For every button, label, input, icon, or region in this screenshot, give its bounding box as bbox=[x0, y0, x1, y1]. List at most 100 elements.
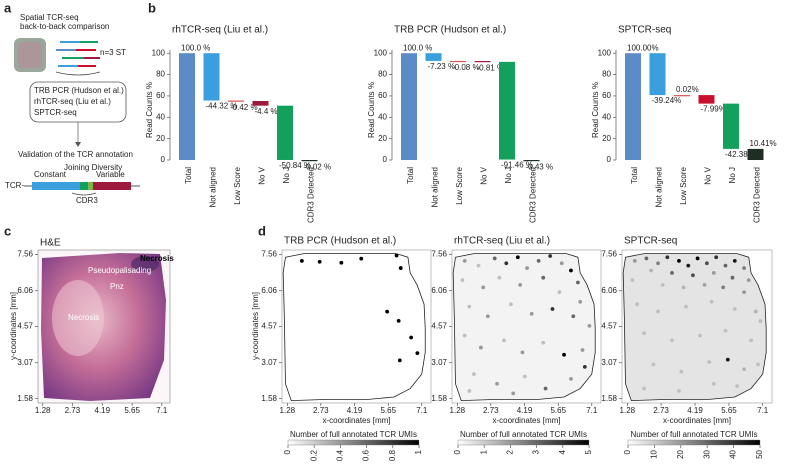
y-tick-label: 6.06 bbox=[17, 286, 33, 295]
colorbar-label: Number of full annotated TCR UMIs bbox=[290, 430, 417, 439]
x-tick-label: Not aligned bbox=[655, 167, 664, 207]
value-label: -0.08 % bbox=[452, 63, 480, 72]
spot bbox=[541, 340, 546, 345]
spot bbox=[723, 328, 728, 333]
bar bbox=[674, 95, 690, 97]
x-tick-label: No V bbox=[704, 166, 713, 184]
x-tick-label: 7.1 bbox=[416, 406, 428, 415]
panel-label: c bbox=[4, 223, 11, 238]
value-label: 100.0 % bbox=[181, 43, 210, 52]
spot bbox=[753, 309, 758, 314]
x-tick-label: No V bbox=[480, 166, 489, 184]
y-tick-label: 60 bbox=[378, 91, 387, 100]
spot bbox=[462, 258, 467, 263]
x-tick-label: CDR3 Detected bbox=[529, 167, 538, 223]
spot bbox=[702, 283, 707, 287]
spot bbox=[550, 307, 555, 311]
spot bbox=[670, 270, 674, 275]
x-tick-label: 4.19 bbox=[347, 406, 363, 415]
value-label: 10.41% bbox=[750, 139, 777, 148]
y-tick-label: 40 bbox=[378, 112, 387, 121]
spot bbox=[339, 260, 344, 265]
spot bbox=[559, 261, 564, 266]
colorbar-tick-label: 40 bbox=[729, 449, 738, 458]
x-tick-label: Low Score bbox=[233, 166, 242, 204]
spot bbox=[467, 304, 472, 309]
brace bbox=[71, 192, 97, 196]
y-tick-label: 1.58 bbox=[431, 394, 447, 403]
spot bbox=[529, 311, 534, 316]
colorbar-tick-label: 0 bbox=[453, 449, 462, 454]
value-label: -7.99% bbox=[701, 105, 726, 114]
chart-title: rhTCR-seq (Liu et al.) bbox=[172, 25, 268, 36]
spot bbox=[492, 256, 497, 261]
he-image bbox=[52, 280, 104, 356]
spot bbox=[485, 314, 490, 319]
spot bbox=[656, 309, 660, 314]
spot bbox=[691, 273, 695, 278]
method: rhTCR-seq (Liu et al.) bbox=[34, 97, 111, 106]
spot bbox=[543, 386, 548, 391]
spot bbox=[642, 386, 646, 391]
y-tick-label: 60 bbox=[156, 91, 165, 100]
colorbar-tick-label: 0.2 bbox=[309, 449, 318, 461]
spot bbox=[677, 389, 681, 393]
annotation: Necrosis bbox=[68, 313, 99, 322]
x-tick-label: Not aligned bbox=[431, 167, 440, 207]
x-tick-label: 7.1 bbox=[586, 406, 598, 415]
x-tick-label: 5.65 bbox=[380, 406, 396, 415]
tissue-thumbnail bbox=[18, 42, 42, 68]
value-label: 100.00% bbox=[627, 43, 659, 52]
y-tick-label: 40 bbox=[602, 112, 611, 121]
spot bbox=[460, 278, 465, 283]
spot bbox=[758, 319, 763, 323]
x-tick-label: No J bbox=[282, 167, 291, 183]
spot bbox=[698, 333, 702, 338]
value-label: -4.4 % bbox=[255, 107, 278, 116]
spot bbox=[695, 256, 700, 261]
colorbar-tick-label: 0 bbox=[623, 449, 632, 454]
colorbar bbox=[287, 439, 420, 446]
bar bbox=[625, 53, 641, 160]
y-tick-label: 80 bbox=[602, 70, 611, 79]
x-tick-label: 4.19 bbox=[687, 406, 703, 415]
x-tick-label: 2.73 bbox=[653, 406, 669, 415]
spot bbox=[520, 350, 525, 355]
spot bbox=[415, 351, 420, 356]
chart-title: SPTCR-seq bbox=[624, 236, 677, 247]
colorbar-label: Number of full annotated TCR UMIs bbox=[630, 430, 757, 439]
y-tick-label: 6.06 bbox=[261, 286, 277, 295]
x-tick-label: 4.19 bbox=[94, 406, 110, 415]
y-tick-label: 6.06 bbox=[431, 286, 447, 295]
colorbar-tick-label: 5 bbox=[584, 449, 593, 454]
y-axis-label: y-coordinates [mm] bbox=[9, 292, 18, 360]
segment-label: CDR3 bbox=[76, 196, 98, 205]
y-axis-label: y-coordinates [mm] bbox=[251, 292, 260, 360]
spot bbox=[635, 302, 640, 307]
y-axis-label: Read Counts % bbox=[591, 82, 600, 138]
spot bbox=[397, 358, 402, 363]
spot bbox=[541, 275, 546, 280]
spot bbox=[632, 258, 637, 263]
tissue-outline bbox=[452, 253, 596, 402]
spot bbox=[525, 266, 529, 270]
x-tick-label: Total bbox=[406, 167, 415, 184]
annotation: Pnz bbox=[110, 282, 124, 291]
chart-title: rhTCR-seq (Liu et al.) bbox=[454, 236, 550, 247]
spot bbox=[746, 278, 751, 283]
spot bbox=[548, 254, 553, 258]
panel-a-title: Spatial TCR-seq bbox=[20, 13, 79, 22]
spot bbox=[651, 362, 656, 367]
spot bbox=[660, 283, 665, 287]
colorbar-tick-label: 4 bbox=[558, 449, 567, 454]
value-label: -91.46 % bbox=[501, 161, 533, 170]
value-label: -50.84 % bbox=[279, 161, 311, 170]
bar bbox=[203, 53, 220, 101]
y-tick-label: 3.07 bbox=[261, 358, 277, 367]
bar bbox=[450, 60, 466, 63]
spot bbox=[735, 384, 740, 389]
spot bbox=[681, 285, 686, 290]
variable-segment bbox=[93, 182, 131, 190]
diversity-segment bbox=[88, 182, 93, 190]
colorbar-tick-label: 1 bbox=[479, 449, 488, 454]
